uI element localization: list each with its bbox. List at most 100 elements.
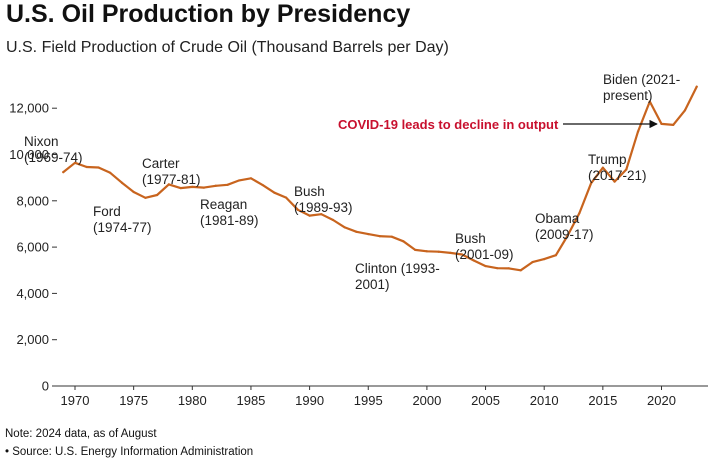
data-point xyxy=(144,196,147,199)
presidency-label-bush1: Bush xyxy=(294,184,325,199)
presidency-label-bush2: Bush xyxy=(455,231,486,246)
data-point xyxy=(531,261,534,264)
data-point xyxy=(296,208,299,211)
presidency-label-nixon: Nixon xyxy=(24,134,59,149)
x-tick-label: 2015 xyxy=(588,393,617,408)
data-point xyxy=(449,251,452,254)
x-tick-label: 1980 xyxy=(178,393,207,408)
covid-callout: COVID-19 leads to decline in output xyxy=(338,117,658,132)
data-point xyxy=(519,269,522,272)
data-point xyxy=(390,235,393,238)
y-tick-label: 4,000 xyxy=(16,286,49,301)
data-point xyxy=(437,250,440,253)
data-point xyxy=(507,267,511,270)
data-point xyxy=(543,258,546,261)
data-point xyxy=(273,191,276,194)
data-point xyxy=(62,170,65,174)
presidency-label-carter: (1977-81) xyxy=(142,172,201,187)
data-point xyxy=(285,196,288,199)
covid-callout-text: COVID-19 leads to decline in output xyxy=(338,117,559,132)
presidency-label-trump: Trump xyxy=(588,152,627,167)
y-tick-label: 8,000 xyxy=(16,193,49,208)
data-point xyxy=(343,226,346,229)
data-point xyxy=(331,218,335,222)
data-point xyxy=(695,85,698,88)
data-point xyxy=(85,165,88,169)
presidency-label-bush2: (2001-09) xyxy=(455,247,514,262)
data-point xyxy=(120,181,124,184)
data-point xyxy=(425,250,428,253)
x-tick-label: 2000 xyxy=(412,393,441,408)
data-point xyxy=(554,254,558,257)
presidency-label-biden: present) xyxy=(603,88,653,103)
data-point xyxy=(648,100,651,103)
data-point xyxy=(402,240,405,243)
x-tick-label: 1995 xyxy=(354,393,383,408)
chart-subtitle: U.S. Field Production of Crude Oil (Thou… xyxy=(6,39,449,56)
data-point xyxy=(73,161,77,164)
data-point xyxy=(672,123,675,126)
data-point xyxy=(636,130,640,133)
data-point xyxy=(367,233,370,236)
presidency-label-biden: Biden (2021- xyxy=(603,72,680,87)
data-point xyxy=(167,183,170,186)
x-tick-label: 1985 xyxy=(236,393,265,408)
y-tick-label: 2,000 xyxy=(16,332,49,347)
presidency-label-carter: Carter xyxy=(142,156,180,171)
data-point xyxy=(226,183,229,186)
presidency-label-ford: Ford xyxy=(93,204,121,219)
data-point xyxy=(109,171,112,174)
data-point xyxy=(320,213,323,216)
presidency-labels: Nixon(1969-74) Ford(1974-77) Carter(1977-8… xyxy=(24,72,680,292)
y-tick-label: 6,000 xyxy=(16,240,49,255)
chart-axes: 0 2,000 4,000 6,000 8,000 10,000 12,000 1970 197… xyxy=(9,101,708,408)
data-point xyxy=(214,184,217,187)
presidency-label-nixon: (1969-74) xyxy=(24,150,83,165)
presidency-label-clinton: Clinton (1993- xyxy=(355,261,440,276)
data-point xyxy=(484,264,487,268)
y-tick-label: 0 xyxy=(42,379,49,394)
x-tick-label: 1975 xyxy=(119,393,148,408)
data-point xyxy=(496,267,499,270)
data-point xyxy=(472,259,475,262)
footer-source: • Source: U.S. Energy Information Admini… xyxy=(5,446,254,458)
x-tick-label: 2005 xyxy=(471,393,500,408)
data-point xyxy=(97,166,100,169)
data-point xyxy=(590,182,593,185)
presidency-label-bush1: (1989-93) xyxy=(294,200,353,215)
data-point xyxy=(566,234,569,237)
presidency-label-obama: (2009-17) xyxy=(535,227,594,242)
x-tick-label: 1970 xyxy=(61,393,90,408)
data-point xyxy=(202,186,206,189)
data-point xyxy=(355,230,358,233)
presidency-label-reagan: (1981-89) xyxy=(200,213,259,228)
data-point xyxy=(613,180,616,183)
footer-note: Note: 2024 data, as of August xyxy=(5,428,157,440)
data-point xyxy=(132,190,135,194)
data-point xyxy=(578,211,581,215)
data-point xyxy=(308,214,311,217)
data-point xyxy=(414,248,417,251)
x-tick-label: 1990 xyxy=(295,393,324,408)
data-point xyxy=(660,122,663,126)
data-point xyxy=(261,183,264,187)
data-point xyxy=(191,185,194,189)
chart-title: U.S. Oil Production by Presidency xyxy=(6,0,411,28)
data-point xyxy=(179,186,182,190)
y-tick-label: 10,000 xyxy=(9,147,49,162)
data-point xyxy=(249,177,253,180)
presidency-label-ford: (1974-77) xyxy=(93,220,152,235)
presidency-label-clinton: 2001) xyxy=(355,277,390,292)
data-point xyxy=(156,193,159,197)
presidency-label-trump: (2017-21) xyxy=(588,168,647,183)
data-point xyxy=(460,253,464,256)
chart-series xyxy=(62,85,698,272)
presidency-label-obama: Obama xyxy=(535,211,580,226)
data-point xyxy=(378,235,382,238)
data-point xyxy=(601,166,604,169)
presidency-label-reagan: Reagan xyxy=(200,197,247,212)
data-point xyxy=(238,179,241,182)
x-tick-label: 2020 xyxy=(647,393,676,408)
data-point xyxy=(683,109,687,112)
